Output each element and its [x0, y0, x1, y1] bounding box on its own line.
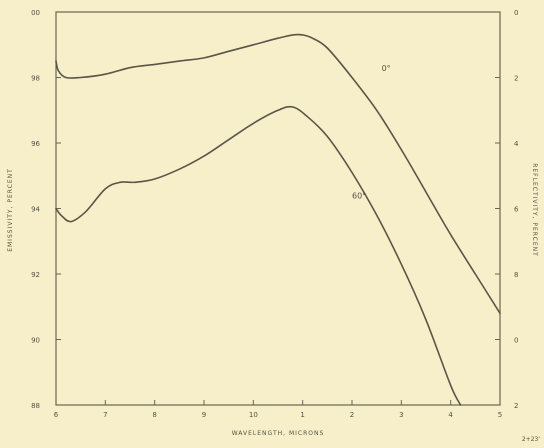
x-tick-label: 7 [103, 411, 107, 419]
x-tick-label: 10 [249, 411, 258, 419]
x-tick-label: 9 [202, 411, 206, 419]
x-tick-label: 2 [350, 411, 354, 419]
x-axis-title: WAVELENGTH, MICRONS [232, 430, 325, 437]
y2-tick-label: 2 [514, 402, 518, 410]
x-tick-label: 1 [300, 411, 304, 419]
series-lines [55, 33, 501, 406]
y2-tick-label: 4 [514, 140, 519, 148]
y-tick-label: 94 [31, 206, 40, 214]
series-annotations: 0° 60° [352, 64, 391, 201]
y-tick-label: 92 [31, 271, 40, 279]
plot-frame [55, 11, 501, 406]
series-annotation: 60° [352, 192, 366, 201]
y-axis-title: EMISSIVITY, PERCENT [7, 168, 14, 252]
y2-tick-label: 8 [514, 271, 518, 279]
x-axis-ticks: 6 7 8 9 10 1 2 3 4 5 [54, 400, 502, 419]
y-tick-label: 00 [31, 9, 40, 17]
x-tick-label: 4 [448, 411, 453, 419]
y2-tick-label: 0 [514, 337, 518, 345]
y-tick-label: 98 [31, 75, 40, 83]
y-tick-label: 96 [31, 140, 40, 148]
series-annotation: 0° [382, 64, 391, 73]
x-tick-label: 3 [399, 411, 403, 419]
corner-note: 2+23' [522, 436, 540, 443]
series-line-1 [55, 105, 462, 406]
y2-tick-label: 6 [514, 206, 519, 214]
x-tick-label: 5 [498, 411, 502, 419]
y-tick-label: 88 [31, 402, 40, 410]
y-tick-label: 90 [31, 337, 40, 345]
x-tick-label: 8 [152, 411, 156, 419]
y2-tick-label: 0 [514, 9, 518, 17]
y-axis-ticks: 88 90 92 94 96 98 00 [31, 9, 61, 410]
series-line-0 [55, 33, 501, 315]
y2-axis-ticks: 0 2 4 6 8 0 2 [495, 9, 519, 410]
y2-axis-title: REFLECTIVITY, PERCENT [531, 163, 538, 257]
x-tick-label: 6 [54, 411, 59, 419]
y2-tick-label: 2 [514, 75, 518, 83]
